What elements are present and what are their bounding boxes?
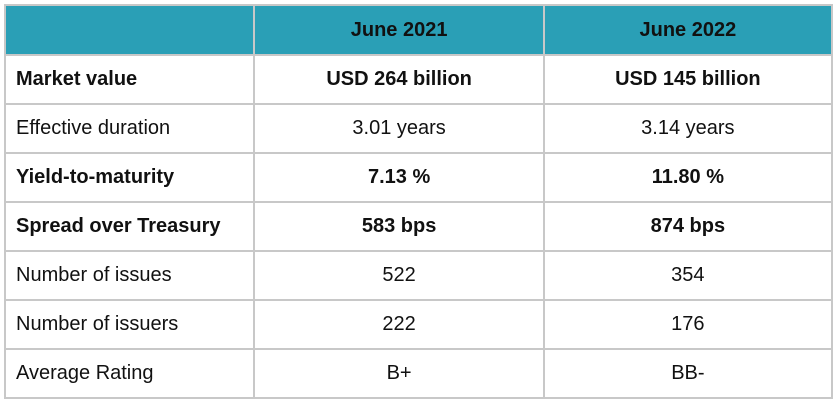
cell-value: 222 <box>253 299 545 350</box>
corner-cell <box>3 4 256 56</box>
header-row: June 2021 June 2022 <box>3 4 834 56</box>
column-header: June 2022 <box>542 4 834 56</box>
table-row: Market value USD 264 billion USD 145 billi… <box>3 54 834 105</box>
column-header: June 2021 <box>253 4 545 56</box>
row-label: Market value <box>3 54 256 105</box>
cell-value: BB- <box>542 348 834 399</box>
cell-value: 3.14 years <box>542 103 834 154</box>
row-label: Spread over Treasury <box>3 201 256 252</box>
table-row: Number of issues 522 354 <box>3 250 834 301</box>
row-label: Average Rating <box>3 348 256 399</box>
cell-value: 11.80 % <box>542 152 834 203</box>
table-row: Effective duration 3.01 years 3.14 years <box>3 103 834 154</box>
row-label: Number of issuers <box>3 299 256 350</box>
row-label: Number of issues <box>3 250 256 301</box>
table-row: Spread over Treasury 583 bps 874 bps <box>3 201 834 252</box>
cell-value: 583 bps <box>253 201 545 252</box>
cell-value: 176 <box>542 299 834 350</box>
cell-value: USD 145 billion <box>542 54 834 105</box>
row-label: Effective duration <box>3 103 256 154</box>
row-label: Yield-to-maturity <box>3 152 256 203</box>
table-row: Average Rating B+ BB- <box>3 348 834 399</box>
cell-value: 874 bps <box>542 201 834 252</box>
cell-value: B+ <box>253 348 545 399</box>
table-row: Number of issuers 222 176 <box>3 299 834 350</box>
cell-value: 7.13 % <box>253 152 545 203</box>
data-table: June 2021 June 2022 Market value USD 264 … <box>3 4 834 399</box>
table-row: Yield-to-maturity 7.13 % 11.80 % <box>3 152 834 203</box>
cell-value: USD 264 billion <box>253 54 545 105</box>
cell-value: 354 <box>542 250 834 301</box>
cell-value: 3.01 years <box>253 103 545 154</box>
cell-value: 522 <box>253 250 545 301</box>
